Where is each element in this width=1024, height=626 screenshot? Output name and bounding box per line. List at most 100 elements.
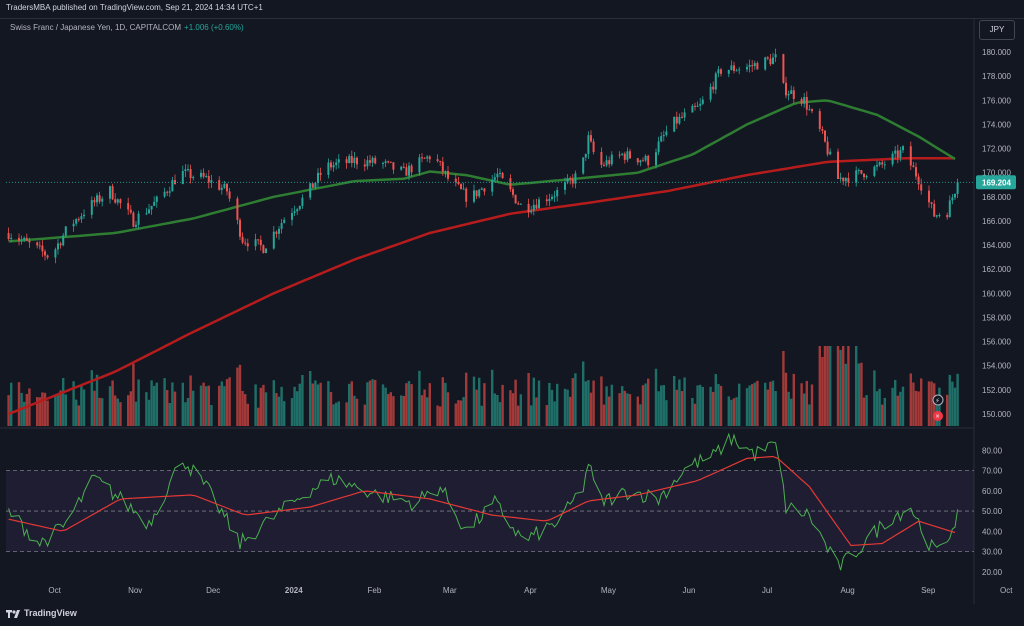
volume-bar [93,390,96,426]
volume-bar [519,394,522,426]
candle-body [405,167,408,176]
candle-body [873,166,876,176]
candle-body [660,136,663,142]
volume-bar [465,372,468,426]
candle-body [935,215,938,217]
candle-body [111,186,114,200]
volume-bar [894,379,897,426]
candle-body [896,150,899,158]
symbol-legend[interactable]: Swiss Franc / Japanese Yen, 1D, CAPITALC… [10,23,244,32]
volume-bar [298,383,301,426]
price-axis-label: 162.000 [982,265,1011,274]
candle-body [72,223,75,227]
currency-button[interactable]: JPY [979,20,1015,40]
volume-bar [290,398,294,426]
candle-body [454,178,457,182]
volume-bar [691,397,694,426]
volume-bar [639,404,642,426]
candle-body [662,135,665,137]
candle-body [293,211,296,213]
candle-body [400,166,403,170]
volume-bar [181,382,184,426]
candle-body [363,164,366,167]
candle-body [592,141,595,153]
candle-body [10,237,13,240]
candle-body [805,97,808,110]
volume-bar [602,404,606,426]
candle-body [59,243,62,246]
volume-bar [693,403,697,426]
volume-bar [41,392,44,426]
candle-body [382,163,384,165]
candle-body [748,65,751,67]
candle-body [938,215,941,217]
volume-bar [530,405,533,426]
candle-body [223,183,226,188]
volume-bar [236,367,239,426]
volume-bar [571,378,574,426]
volume-bar [262,384,265,426]
volume-bar [927,381,931,426]
candle-body [64,226,67,236]
candle-body [402,166,405,168]
candle-body [790,90,793,94]
candle-body [894,150,897,154]
volume-bar [62,377,65,426]
tradingview-logo[interactable]: TradingView [6,608,77,618]
volume-bar [891,387,894,426]
candle-body [753,63,756,67]
volume-bar [621,386,624,426]
price-axis-label: 152.000 [982,386,1011,395]
volume-bar [800,383,803,426]
candle-body [878,162,881,165]
volume-bar [454,403,457,426]
rsi-axis-label: 20.00 [982,568,1003,577]
candle-body [327,162,330,175]
volume-bar [875,391,879,426]
volume-bar [384,387,387,426]
candle-body [623,153,626,160]
rsi-axis-label: 70.00 [982,467,1003,476]
candle-body [548,198,551,202]
volume-bar [774,391,777,426]
candle-body [119,199,122,204]
volume-bar [446,392,450,426]
candle-body [644,155,647,161]
volume-bar [199,385,203,426]
volume-bar [119,402,122,426]
candle-body [228,191,231,199]
candle-body [153,201,156,206]
candle-body [587,135,590,154]
tradingview-brand: TradingView [24,608,77,618]
volume-bar [25,393,28,426]
volume-bar [847,346,850,426]
volume-bar [137,379,140,426]
volume-bar [511,393,515,426]
candle-body [553,196,556,198]
volume-bar [498,402,502,426]
candle-body [168,191,171,193]
candle-body [899,150,902,158]
volume-bar [610,384,613,426]
volume-bar [371,379,374,426]
candle-body [772,57,774,65]
candle-body [626,151,629,160]
candle-body [691,105,694,113]
volume-bar [514,379,517,426]
volume-bar [766,389,769,426]
volume-bar [532,377,535,426]
published-text: TradersMBA published on TradingView.com,… [6,3,263,12]
price-axis-label: 166.000 [982,217,1011,226]
candle-body [54,249,57,258]
volume-bar [803,393,806,426]
candle-body [155,196,158,202]
candle-body [7,233,10,240]
volume-bar [389,392,392,426]
volume-bar [368,380,372,426]
candle-body [876,164,878,167]
candle-body [220,187,223,190]
candle-body [348,155,351,164]
price-axis-label: 176.000 [982,96,1011,105]
volume-bar [860,362,863,426]
